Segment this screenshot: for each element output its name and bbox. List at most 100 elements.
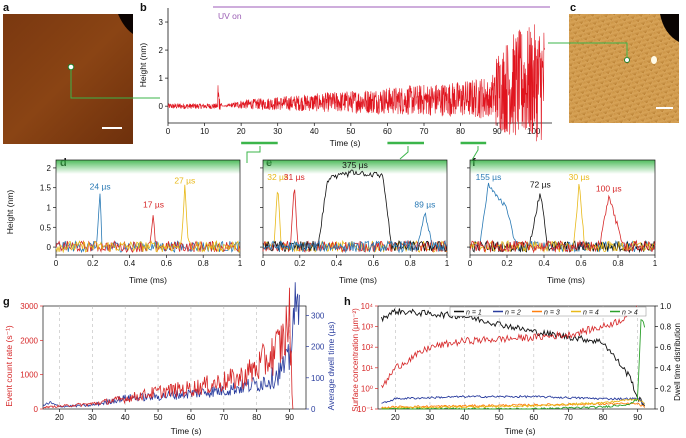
panel-d-ylabel: Height (nm) [5,190,15,235]
panel-h-frame [377,305,656,410]
panel-b-xtick-label: 20 [237,127,246,136]
panel-h-ytick-left-label: 10² [361,343,373,352]
panel-g-ytick-left-label: 1000 [20,371,38,380]
afm-dark-corner-a [118,14,133,34]
panel-h-ytick-right-label: 0.2 [660,384,672,393]
panel-f-event1-label: 155 µs [476,172,502,182]
panel-h-legend-label: n = 3 [544,310,560,317]
panel-d-xtick-label: 0.6 [161,259,173,268]
panel-e-event3-label: 375 µs [342,160,368,170]
panel-h-ytick-right-label: 0.8 [660,323,672,332]
panel-h-xtick-label: 20 [391,413,400,422]
panel-h-series-1 [381,308,645,407]
panel-g-xtick-label: 70 [219,413,228,422]
panel-b-xtick-label: 70 [420,127,429,136]
panel-g-ytick-left-label: 2000 [20,336,38,345]
panel-b-trace [167,24,545,142]
panel-g-dwell-line [42,282,300,408]
panel-b-xtick-label: 100 [527,127,541,136]
panel-d-gradient-band [56,160,240,174]
panel-f-xtick-label: 0 [468,259,473,268]
panel-h-xtick-label: 70 [564,413,573,422]
panel-h-ytick-left-label: 10⁰ [361,384,373,393]
panel-d-events: 0 0.2 0.4 0.6 0.8 1 0 0.5 1 1.5 2 24 µs 17 µs 27 µs [40,159,243,268]
panel-letter-b: b [140,2,147,14]
panel-e-xtick-label: 0 [261,259,266,268]
panel-g-rate-line [43,287,294,410]
panel-d-xlabel: Time (ms) [129,275,167,285]
connector-a-to-b [70,69,160,99]
panel-f-xlabel: Time (ms) [547,275,585,285]
panel-b-axes: 0 10 20 30 40 50 60 70 80 90 100 0 1 2 3 [159,8,552,145]
panel-g-rate-dwell: 20 30 40 50 60 70 80 90 0 1000 2000 3000 0 100 200 300 [20,282,325,422]
panel-b-xtick-label: 40 [310,127,319,136]
panel-g-xtick-label: 20 [55,413,64,422]
panel-f-xtick-label: 0.2 [501,259,513,268]
panel-letter-c: c [570,2,576,14]
panel-h-series-2 [381,394,645,405]
panel-b-xlabel: Time (s) [330,138,361,148]
panel-e-xtick-label: 0.4 [331,259,343,268]
panel-d-ytick-label: 0 [47,243,52,252]
panel-b-ylabel: Height (nm) [138,43,148,88]
panel-f-event3-label: 30 µs [569,172,590,182]
panel-f-event1-line [469,182,656,253]
panel-g-xtick-label: 40 [121,413,130,422]
panel-h-ytick-left-label: 10⁴ [361,302,374,311]
panel-h-xtick-label: 50 [495,413,504,422]
panel-h-ytick-right-label: 1.0 [660,302,672,311]
panel-d-xtick-label: 0.4 [124,259,136,268]
panel-f-event3-line [469,183,656,254]
panel-g-ytick-right-label: 0 [311,405,316,414]
panel-e-event4-line [262,212,448,254]
panel-h-xtick-label: 30 [425,413,434,422]
panel-h-xtick-label: 40 [460,413,469,422]
panel-h-xtick-label: 80 [599,413,608,422]
panel-d-event3-line [55,184,241,254]
afm-dark-corner-c [660,14,679,42]
panel-g-xtick-label: 90 [285,413,294,422]
panel-h-series-5 [381,319,646,410]
afm-image-a [3,14,133,144]
panel-g-ytick-left-label: 3000 [20,302,38,311]
panel-h-ytick-right-label: 0.6 [660,343,672,352]
panel-f-event2-label: 72 µs [530,180,551,190]
panel-g-ytick-right-label: 100 [311,374,325,383]
panel-b-xtick-label: 80 [456,127,465,136]
panel-g-xtick-label: 60 [186,413,195,422]
panel-e-xtick-label: 0.8 [405,259,417,268]
panel-b-xtick-label: 50 [346,127,355,136]
panel-f-xtick-label: 0.8 [612,259,624,268]
panel-h-ylabel-right: Dwell time distribution [673,323,682,401]
panel-g-xlabel: Time (s) [171,426,202,436]
panel-g-xtick-label: 80 [252,413,261,422]
connector-b-to-d [246,146,261,163]
panel-d-event2-label: 17 µs [143,199,164,209]
panel-h-ytick-left-label: 10¹ [361,364,373,373]
afm-probe-marker-c [624,57,630,63]
connector-b-to-e [399,146,409,160]
panel-h-legend-label: n > 4 [622,310,638,317]
panel-h-xtick-label: 90 [633,413,642,422]
panel-h-ylabel-left: Surface concentration (µm⁻²) [351,308,360,412]
panel-h-ytick-left-label: 10⁻¹ [357,405,373,414]
panel-g-xtick-label: 50 [154,413,163,422]
panel-g-ylabel-right: Average dwell time (µs) [326,321,336,410]
panel-b-ytick-label: 2 [159,46,164,55]
panel-b-height-trace: UV on 0 10 20 30 40 50 60 70 80 90 100 0 1 2 3 Time (s… [138,6,552,148]
afm-image-c [569,14,679,123]
panel-f-xtick-label: 1 [653,259,658,268]
panel-e-event1-label: 32 µs [267,172,288,182]
panel-b-ytick-label: 0 [159,102,164,111]
panel-letter-a: a [3,2,10,14]
panel-f-xtick-label: 0.4 [538,259,550,268]
panel-d-ytick-label: 0.5 [40,223,52,232]
panel-h-ytick-right-label: 0.4 [660,364,672,373]
panel-h-concentration-line [381,305,639,389]
afm-bright-spot-c [651,56,657,64]
panel-d-ytick-label: 2 [47,164,52,173]
panel-g-xtick-label: 30 [88,413,97,422]
panel-g-ylabel-left: Event count rate (s⁻¹) [4,325,14,407]
panel-f-events: 0 0.2 0.4 0.6 0.8 1 155 µs 72 µs 30 µs 100 µs [467,159,658,268]
